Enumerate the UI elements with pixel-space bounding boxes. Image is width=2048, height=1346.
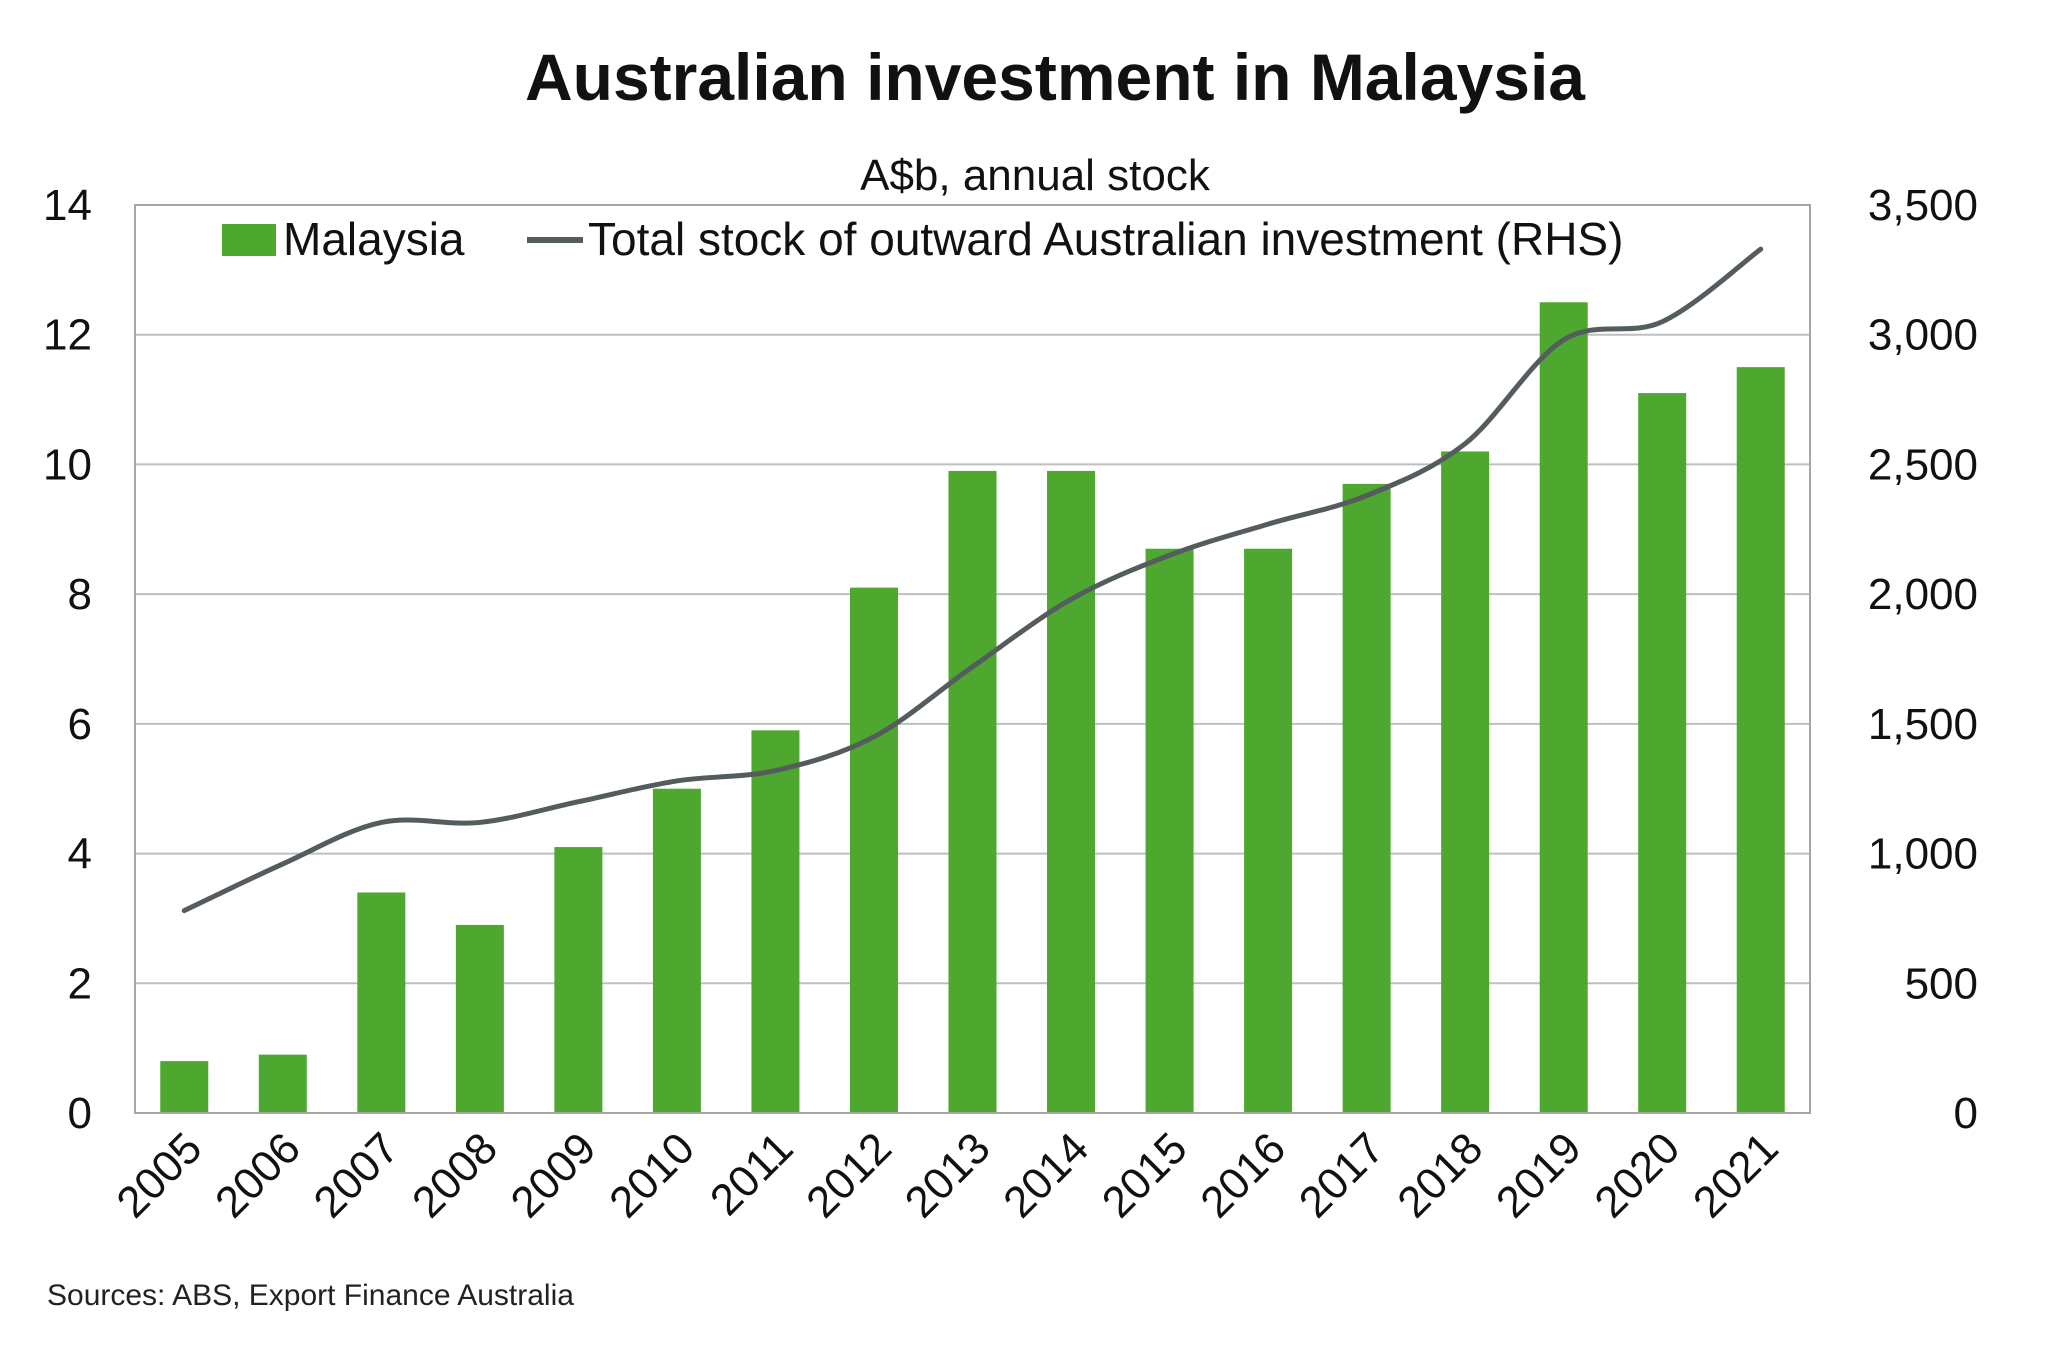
bar-2013 (948, 470, 997, 1113)
y-left-tick-label: 10 (43, 440, 92, 489)
x-tick-label: 2006 (206, 1123, 310, 1227)
x-tick-label: 2011 (701, 1123, 803, 1225)
y-right-tick-label: 1,500 (1868, 700, 1978, 749)
bar-2019 (1539, 302, 1588, 1113)
y-left-tick-label: 8 (68, 570, 92, 619)
legend-label-total-stock: Total stock of outward Australian invest… (588, 213, 1623, 265)
bar-2008 (455, 924, 504, 1113)
bar-2006 (258, 1054, 307, 1113)
x-tick-label: 2005 (107, 1123, 211, 1227)
y-left-tick-label: 14 (43, 181, 92, 230)
y-right-tick-label: 3,500 (1868, 181, 1978, 230)
bar-2016 (1244, 548, 1293, 1113)
x-tick-label: 2021 (1684, 1123, 1788, 1227)
bar-2012 (849, 587, 898, 1113)
y-right-tick-label: 2,500 (1868, 440, 1978, 489)
bar-2018 (1441, 451, 1490, 1113)
legend-label-malaysia: Malaysia (283, 213, 465, 265)
x-tick-label: 2017 (1290, 1123, 1394, 1227)
y-left-tick-label: 12 (43, 311, 92, 360)
y-left-tick-label: 2 (68, 959, 92, 1008)
bar-2017 (1342, 483, 1391, 1113)
bar-2007 (357, 892, 406, 1113)
y-left-tick-label: 6 (68, 700, 92, 749)
left-axis-ticks: 0 2 4 6 8 10 12 14 (43, 181, 92, 1138)
bar-2005 (160, 1061, 209, 1113)
x-tick-label: 2020 (1585, 1123, 1689, 1227)
x-tick-label: 2018 (1388, 1123, 1492, 1227)
right-axis-ticks: 0 500 1,000 1,500 2,000 2,500 3,000 3,500 (1868, 181, 1978, 1138)
y-left-tick-label: 4 (68, 830, 92, 879)
bar-2010 (652, 788, 701, 1113)
x-tick-label: 2015 (1093, 1123, 1197, 1227)
x-tick-label: 2010 (600, 1123, 704, 1227)
x-axis-ticks: 2005200620072008200920102011201220132014… (107, 1123, 1787, 1227)
source-note: Sources: ABS, Export Finance Australia (47, 1279, 574, 1312)
y-right-tick-label: 1,000 (1868, 830, 1978, 879)
bar-series (160, 302, 1785, 1114)
line-total-stock (181, 246, 1764, 914)
x-tick-label: 2009 (502, 1123, 606, 1227)
x-tick-label: 2016 (1191, 1123, 1295, 1227)
bar-2014 (1047, 470, 1096, 1113)
x-tick-label: 2019 (1487, 1123, 1591, 1227)
x-tick-label: 2014 (994, 1123, 1098, 1227)
bar-2020 (1638, 393, 1687, 1114)
bar-2011 (751, 730, 800, 1113)
plot-area-border (134, 204, 1811, 1114)
x-tick-label: 2007 (305, 1123, 409, 1227)
bar-2009 (554, 847, 603, 1113)
legend: Malaysia Total stock of outward Australi… (222, 213, 1623, 265)
chart-subtitle: A$b, annual stock (860, 151, 1211, 200)
y-right-tick-label: 2,000 (1868, 570, 1978, 619)
line-series (181, 246, 1764, 914)
bar-2021 (1736, 367, 1785, 1114)
x-tick-label: 2012 (797, 1123, 901, 1227)
y-right-tick-label: 500 (1905, 959, 1978, 1008)
chart-title: Australian investment in Malaysia (525, 40, 1586, 114)
legend-swatch-malaysia (222, 224, 276, 256)
bar-2015 (1145, 548, 1194, 1113)
y-left-tick-label: 0 (68, 1089, 92, 1138)
x-tick-label: 2013 (896, 1123, 1000, 1227)
y-right-tick-label: 0 (1954, 1089, 1978, 1138)
x-tick-label: 2008 (403, 1123, 507, 1227)
y-right-tick-label: 3,000 (1868, 311, 1978, 360)
